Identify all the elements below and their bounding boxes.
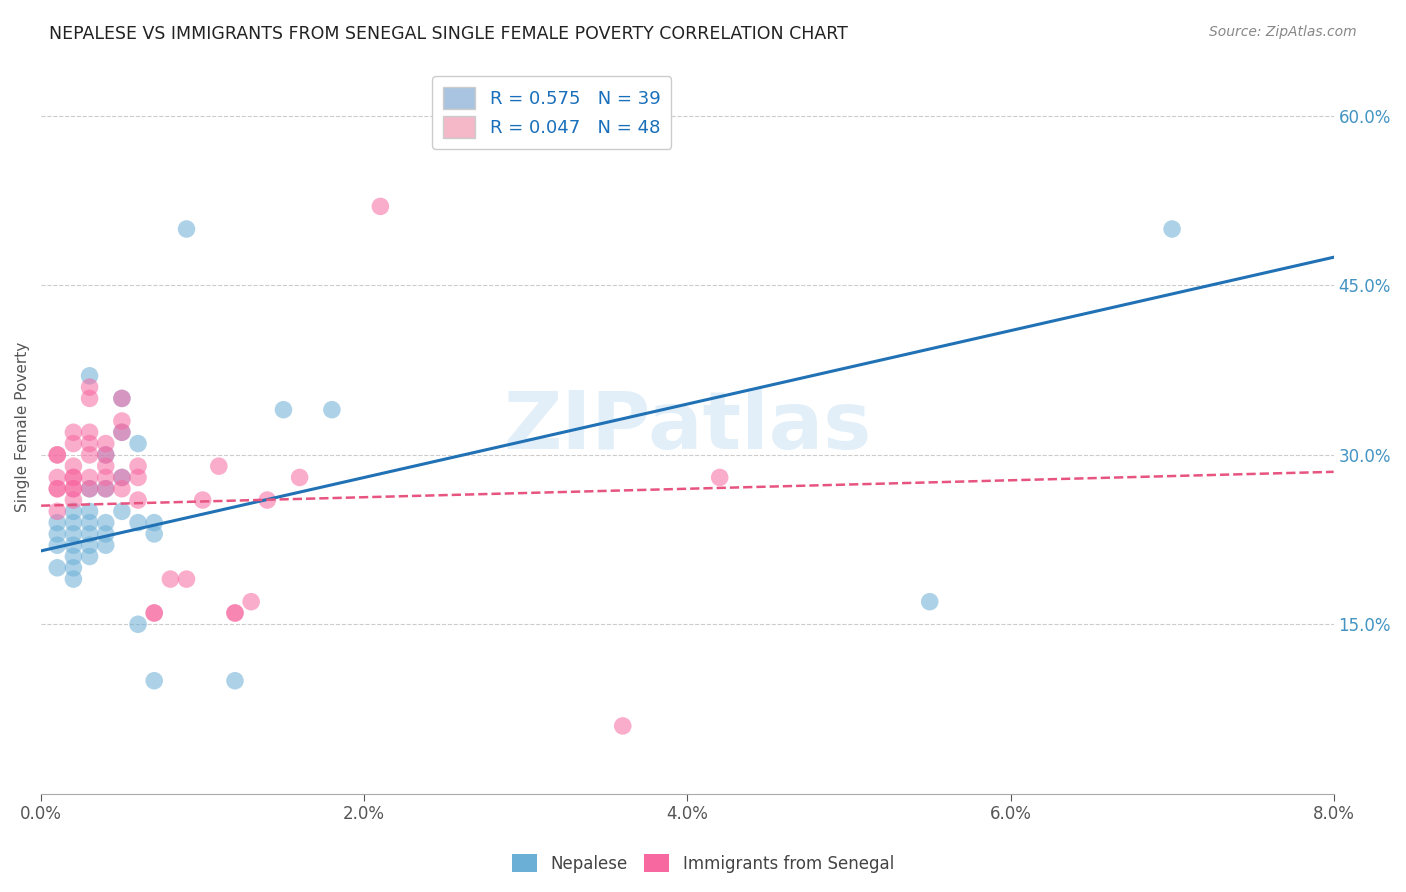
Point xyxy=(62,425,84,440)
Legend: R = 0.575   N = 39, R = 0.047   N = 48: R = 0.575 N = 39, R = 0.047 N = 48 xyxy=(432,76,671,149)
Point xyxy=(224,606,246,620)
Point xyxy=(62,538,84,552)
Point xyxy=(127,459,149,474)
Point xyxy=(62,436,84,450)
Point xyxy=(208,459,231,474)
Point xyxy=(143,606,166,620)
Point xyxy=(46,504,69,518)
Point xyxy=(94,448,117,462)
Point xyxy=(370,199,392,213)
Text: ZIPatlas: ZIPatlas xyxy=(503,388,872,466)
Point xyxy=(273,402,295,417)
Point xyxy=(111,414,134,428)
Point xyxy=(94,459,117,474)
Point xyxy=(224,673,246,688)
Point xyxy=(288,470,311,484)
Point xyxy=(62,459,84,474)
Point xyxy=(256,493,278,508)
Point xyxy=(62,482,84,496)
Point xyxy=(62,549,84,564)
Point xyxy=(127,470,149,484)
Point xyxy=(224,606,246,620)
Point xyxy=(94,448,117,462)
Point xyxy=(46,527,69,541)
Point xyxy=(79,504,101,518)
Point xyxy=(127,617,149,632)
Text: Source: ZipAtlas.com: Source: ZipAtlas.com xyxy=(1209,25,1357,39)
Point xyxy=(62,504,84,518)
Point xyxy=(709,470,731,484)
Point xyxy=(240,595,263,609)
Point xyxy=(176,222,198,236)
Point xyxy=(94,527,117,541)
Point xyxy=(143,527,166,541)
Point xyxy=(79,549,101,564)
Point xyxy=(46,448,69,462)
Point xyxy=(127,516,149,530)
Point xyxy=(111,425,134,440)
Point xyxy=(62,470,84,484)
Point xyxy=(62,516,84,530)
Point xyxy=(143,516,166,530)
Point xyxy=(94,538,117,552)
Legend: Nepalese, Immigrants from Senegal: Nepalese, Immigrants from Senegal xyxy=(505,847,901,880)
Point xyxy=(46,516,69,530)
Point xyxy=(62,572,84,586)
Point xyxy=(111,482,134,496)
Point xyxy=(79,516,101,530)
Point xyxy=(111,504,134,518)
Point xyxy=(79,527,101,541)
Point xyxy=(176,572,198,586)
Point xyxy=(46,448,69,462)
Point xyxy=(79,470,101,484)
Point xyxy=(79,538,101,552)
Point xyxy=(46,470,69,484)
Point xyxy=(94,516,117,530)
Point xyxy=(111,470,134,484)
Point xyxy=(612,719,634,733)
Point xyxy=(94,482,117,496)
Point xyxy=(191,493,214,508)
Point xyxy=(111,470,134,484)
Point xyxy=(79,436,101,450)
Point xyxy=(46,561,69,575)
Point xyxy=(143,606,166,620)
Point xyxy=(159,572,181,586)
Point xyxy=(111,392,134,406)
Point xyxy=(79,380,101,394)
Point xyxy=(1161,222,1184,236)
Point xyxy=(918,595,941,609)
Point xyxy=(79,482,101,496)
Point xyxy=(46,482,69,496)
Point xyxy=(127,493,149,508)
Point xyxy=(79,392,101,406)
Point xyxy=(111,392,134,406)
Point xyxy=(62,482,84,496)
Point xyxy=(46,482,69,496)
Point xyxy=(79,425,101,440)
Point xyxy=(79,482,101,496)
Point xyxy=(79,448,101,462)
Point xyxy=(62,493,84,508)
Point xyxy=(79,368,101,383)
Point xyxy=(94,470,117,484)
Y-axis label: Single Female Poverty: Single Female Poverty xyxy=(15,342,30,512)
Text: NEPALESE VS IMMIGRANTS FROM SENEGAL SINGLE FEMALE POVERTY CORRELATION CHART: NEPALESE VS IMMIGRANTS FROM SENEGAL SING… xyxy=(49,25,848,43)
Point xyxy=(94,482,117,496)
Point xyxy=(62,470,84,484)
Point xyxy=(46,538,69,552)
Point xyxy=(62,561,84,575)
Point xyxy=(62,527,84,541)
Point xyxy=(111,425,134,440)
Point xyxy=(321,402,343,417)
Point xyxy=(143,673,166,688)
Point xyxy=(94,436,117,450)
Point xyxy=(127,436,149,450)
